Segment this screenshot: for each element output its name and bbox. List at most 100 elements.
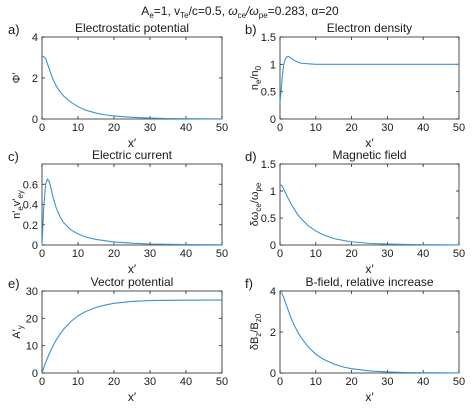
axes-frame [41,290,223,374]
x-tick-label: 20 [108,376,120,388]
panel-label: d) [245,149,257,164]
x-tick-label: 30 [381,248,393,260]
panel-6: 0 10 20 30 40 50 0 2 4 B-field, relative increase… [245,275,465,404]
x-tick-label: 50 [216,122,228,134]
y-axis-label-part: z0 [254,313,263,322]
x-tick-label: 10 [72,376,84,388]
y-tick-label: 0 [270,368,276,380]
series-line [41,178,223,246]
x-tick-label: 50 [453,122,465,134]
x-tick-label: 30 [144,376,156,388]
y-axis-label-part: ce [254,203,263,212]
y-axis-label-part: Φ′ [11,73,23,84]
suptitle-alpha: α=20 [311,4,339,18]
y-tick-label: 10 [26,341,38,353]
series-line [279,184,460,246]
y-axis-label-part: n′ [11,211,23,219]
y-tick-label: 4 [270,286,276,298]
panel-label: e) [8,276,20,291]
y-axis-label-part: δω [249,211,261,226]
x-tick-label: 30 [144,248,156,260]
panel-title: B-field, relative increase [305,275,433,289]
y-axis-label-part: /B [249,322,261,332]
x-tick-label: 0 [277,248,283,260]
x-tick-label: 40 [180,122,192,134]
x-tick-label: 50 [216,376,228,388]
axes-frame [279,36,460,120]
y-tick-label: 0.5 [261,213,276,225]
x-tick-label: 20 [345,376,357,388]
panel-4: 0 10 20 30 40 50 0 0.5 1 1.5 Magnetic field d) x′ δωc… [245,148,465,276]
suptitle-omega: ω [228,4,237,18]
x-axis-label: x′ [128,262,137,276]
y-axis-label: δBz/Bz0 [249,313,263,350]
axes-frame [279,163,460,246]
x-tick-label: 30 [144,122,156,134]
y-tick-label: 0 [270,114,276,126]
x-tick-label: 10 [72,122,84,134]
x-tick-label: 0 [39,122,45,134]
panel-title: Electric current [92,148,173,162]
series-line [279,291,460,374]
series-line [41,299,222,374]
x-tick-label: 40 [417,122,429,134]
x-tick-label: 20 [108,248,120,260]
x-tick-label: 50 [453,376,465,388]
y-tick-label: 0 [32,240,38,252]
y-tick-label: 1.5 [261,32,276,44]
y-axis-label-part: /ω [249,191,261,203]
x-axis-label: x′ [128,136,137,150]
suptitle-v-sub: Te [180,11,189,20]
panel-title: Vector potential [91,275,174,289]
x-tick-label: 40 [180,248,192,260]
panel-label: a) [8,22,20,37]
x-tick-label: 50 [453,248,465,260]
figure-suptitle: Ae=1, vTe/c=0.5, ωce/ωpe=0.283, α=20 [141,4,339,20]
y-axis-label-part: y [16,325,25,329]
suptitle-v-value: /c=0.5, [189,4,229,18]
suptitle-omega-slash: /ω [245,4,259,18]
panel-5: 0 10 20 30 40 50 0 10 20 30 Vector potential e) x′ A′… [8,275,228,404]
y-tick-label: 30 [26,286,38,298]
x-tick-label: 0 [39,376,45,388]
x-tick-label: 0 [39,248,45,260]
x-tick-label: 30 [381,376,393,388]
x-tick-label: 10 [310,376,322,388]
x-tick-label: 0 [277,376,283,388]
y-axis-label-part: A′ [11,329,23,338]
y-axis-label-part: /n [249,70,261,79]
y-axis-label-part: ey [16,190,25,198]
y-tick-label: 1 [270,59,276,71]
y-tick-label: 0.5 [261,87,276,99]
panel-title: Electron density [327,21,412,35]
y-axis-label: A′y [11,325,25,338]
x-tick-label: 20 [108,122,120,134]
panel-label: b) [245,22,257,37]
x-tick-label: 10 [72,248,84,260]
x-axis-label: x′ [365,136,374,150]
suptitle-omega-value: =0.283, [268,4,312,18]
axes-frame [41,36,223,120]
x-tick-label: 40 [417,248,429,260]
y-axis-label: ne/n0 [249,65,263,90]
panel-1: 0 10 20 30 40 50 0 2 4 Electrostatic potential a) x… [8,21,228,150]
y-axis-label-part: 0 [254,65,263,70]
x-tick-label: 20 [345,248,357,260]
x-axis-label: x′ [365,390,374,404]
y-axis-label-part: z [254,333,263,337]
y-tick-label: 0 [32,368,38,380]
panel-2: 0 10 20 30 40 50 0 0.5 1 1.5 Electron density b) x′ n… [245,21,465,150]
y-axis-label: δωce/ωpe [249,182,263,226]
y-axis-label: Φ′ [11,73,23,84]
x-tick-label: 0 [277,122,283,134]
y-axis-label-part: e [254,79,263,84]
axes-frame [41,163,223,246]
panel-title: Electrostatic potential [75,21,189,35]
y-tick-label: 0 [270,240,276,252]
y-tick-label: 0.2 [23,220,38,232]
suptitle-omega-sub-pe: pe [259,11,268,20]
panel-label: c) [8,149,19,164]
series-line [41,55,223,120]
